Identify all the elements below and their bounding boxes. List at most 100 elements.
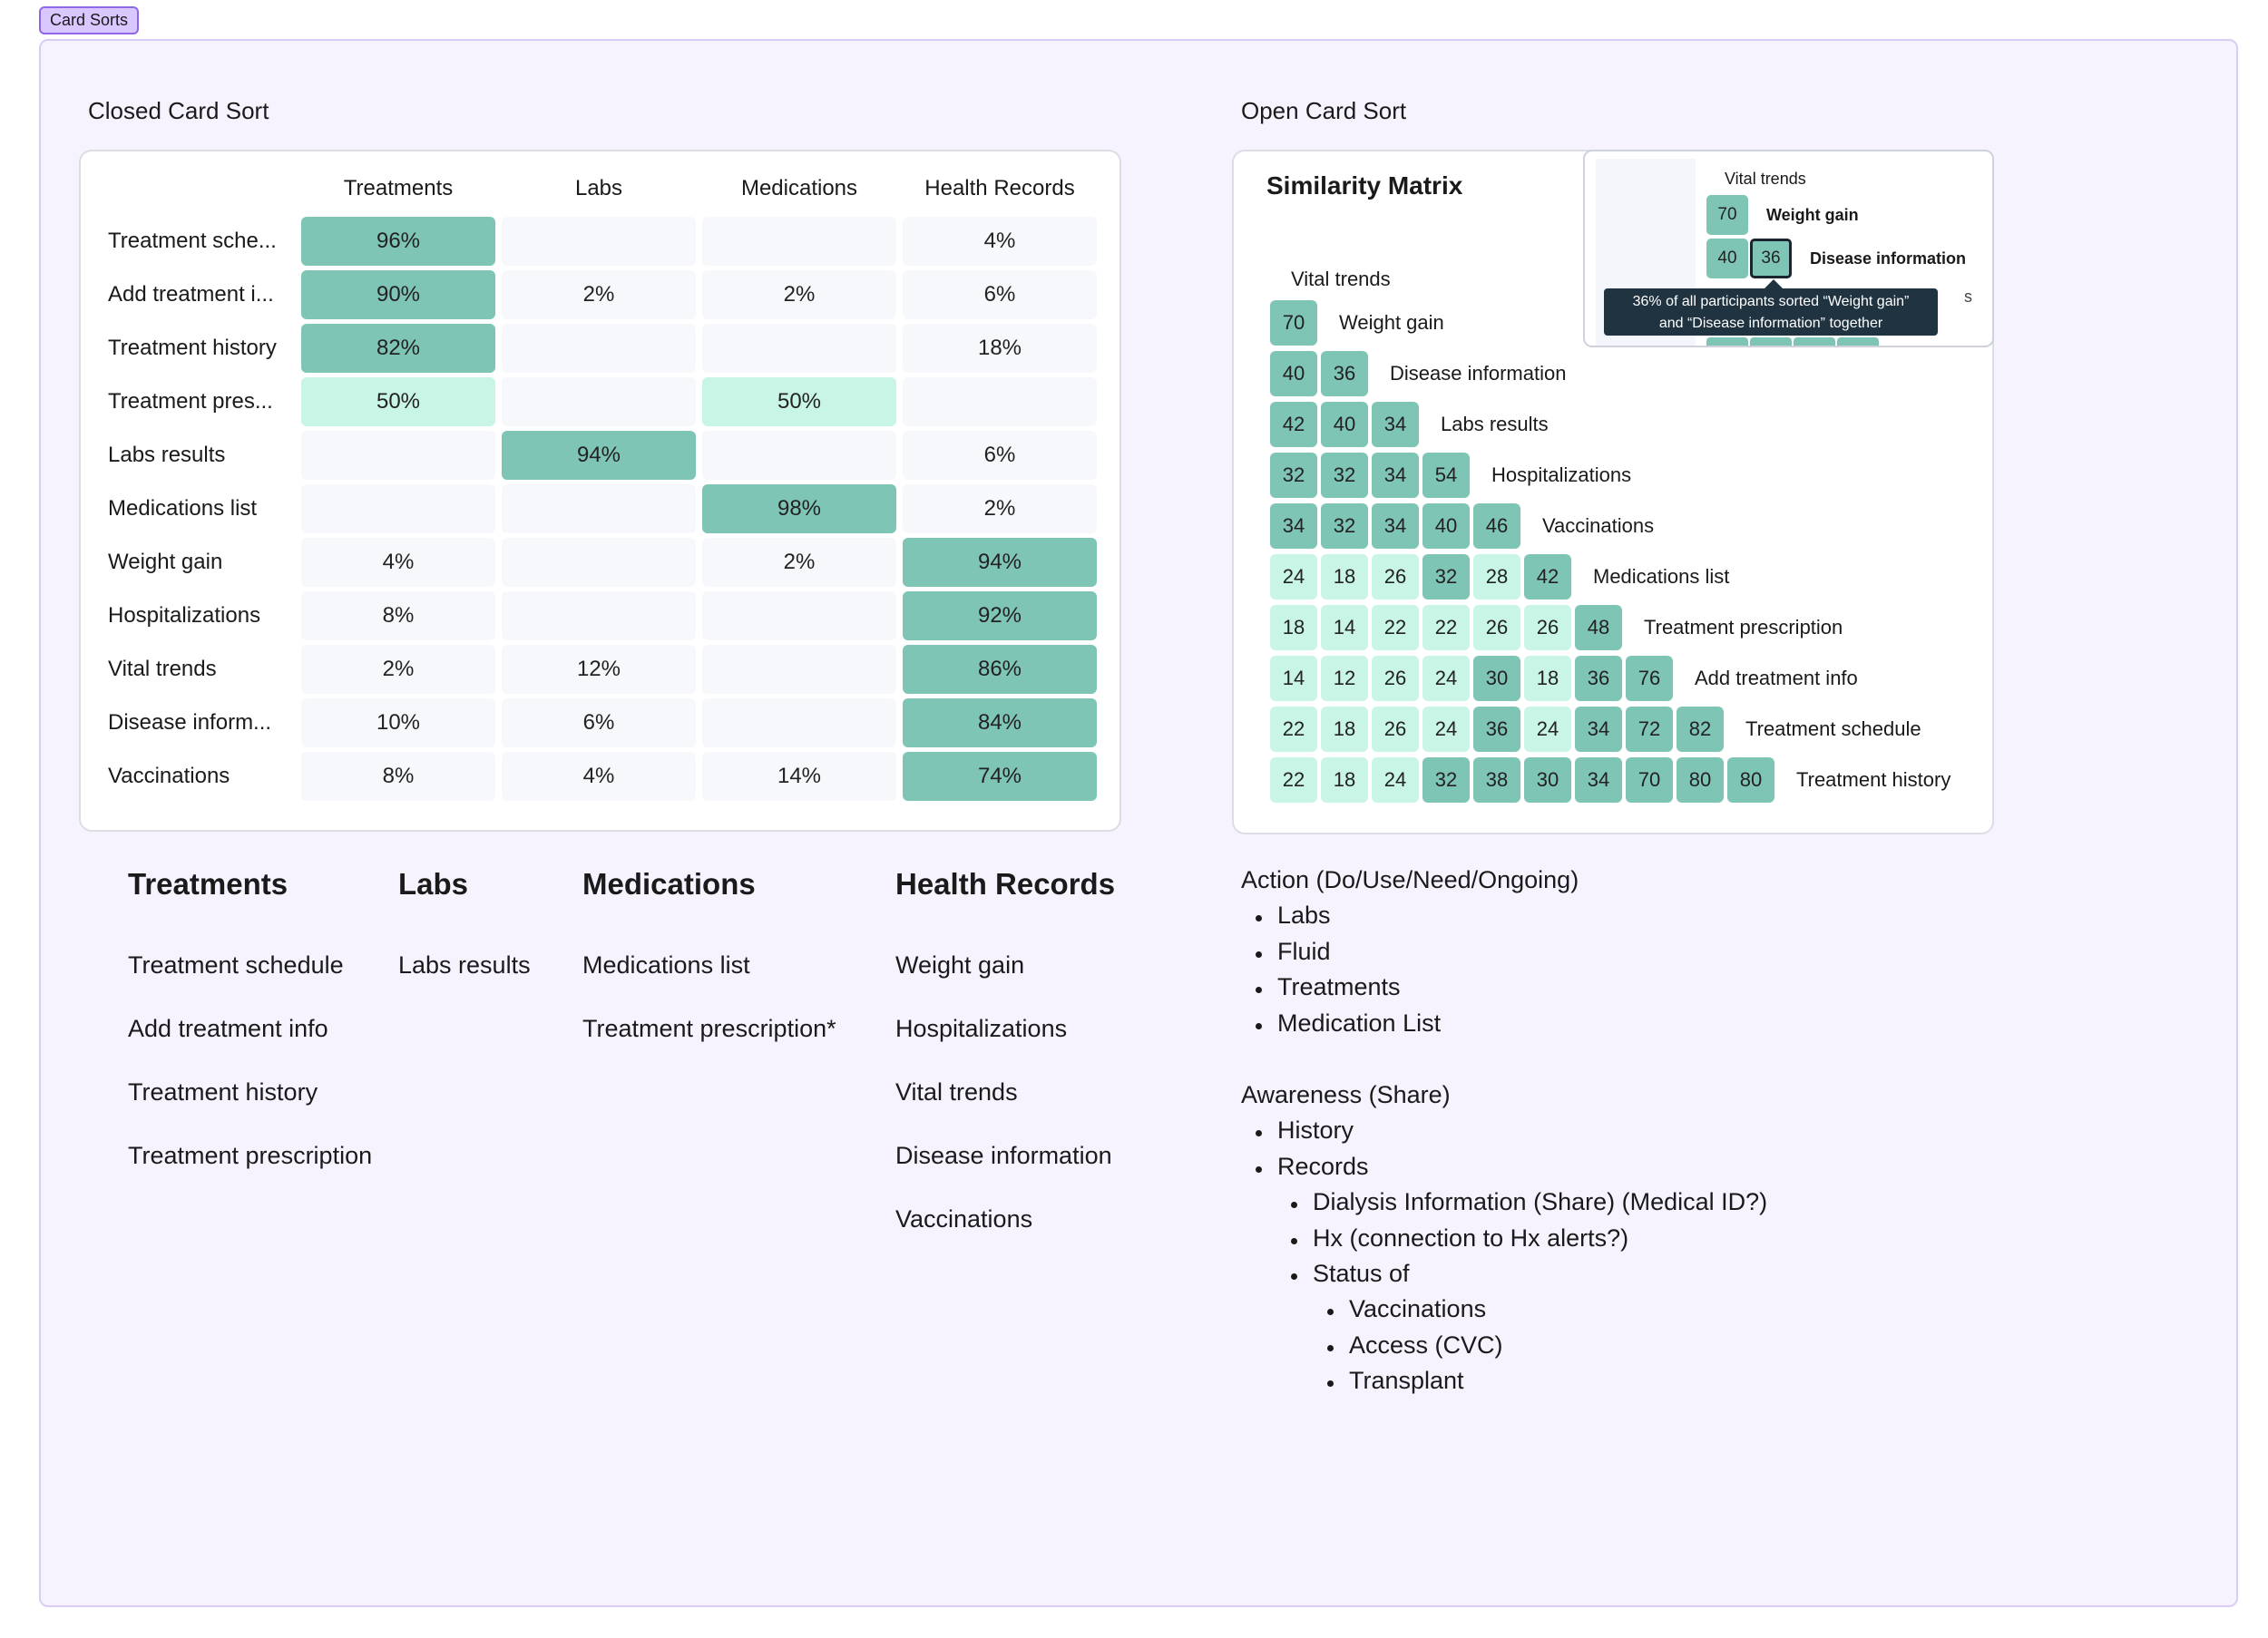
matrix-cell[interactable]: 72	[1626, 707, 1673, 752]
matrix-cell[interactable]: 32	[1321, 453, 1368, 498]
matrix-cell[interactable]: 22	[1372, 605, 1419, 650]
table-cell[interactable]: 8%	[301, 752, 495, 801]
matrix-cell[interactable]: 30	[1524, 757, 1571, 803]
matrix-cell[interactable]: 32	[1321, 503, 1368, 549]
matrix-cell[interactable]: 46	[1473, 503, 1520, 549]
table-cell[interactable]: 86%	[903, 645, 1097, 694]
matrix-cell[interactable]: 36	[1473, 707, 1520, 752]
table-cell[interactable]	[702, 324, 896, 373]
table-cell[interactable]: 12%	[502, 645, 696, 694]
matrix-cell[interactable]: 36	[1575, 656, 1622, 701]
table-cell[interactable]: 2%	[702, 538, 896, 587]
matrix-cell[interactable]: 38	[1473, 757, 1520, 803]
table-cell[interactable]: 94%	[903, 538, 1097, 587]
matrix-cell[interactable]: 42	[1270, 402, 1317, 447]
matrix-cell[interactable]: 40	[1422, 503, 1470, 549]
table-cell[interactable]: 92%	[903, 591, 1097, 640]
table-cell[interactable]	[502, 484, 696, 533]
table-cell[interactable]	[702, 217, 896, 266]
matrix-cell[interactable]: 18	[1321, 554, 1368, 600]
matrix-cell[interactable]: 40	[1321, 402, 1368, 447]
table-cell[interactable]: 2%	[502, 270, 696, 319]
table-cell[interactable]: 96%	[301, 217, 495, 266]
table-cell[interactable]: 4%	[502, 752, 696, 801]
matrix-cell[interactable]: 24	[1372, 757, 1419, 803]
matrix-cell[interactable]: 32	[1270, 453, 1317, 498]
table-cell[interactable]: 2%	[903, 484, 1097, 533]
matrix-cell[interactable]: 12	[1321, 656, 1368, 701]
table-cell[interactable]	[702, 591, 896, 640]
table-cell[interactable]	[702, 698, 896, 747]
table-cell[interactable]	[502, 324, 696, 373]
matrix-cell[interactable]: 34	[1575, 757, 1622, 803]
table-cell[interactable]: 10%	[301, 698, 495, 747]
table-cell[interactable]	[301, 484, 495, 533]
matrix-cell[interactable]: 26	[1372, 554, 1419, 600]
matrix-cell[interactable]: 18	[1321, 757, 1368, 803]
matrix-cell[interactable]: 34	[1270, 503, 1317, 549]
matrix-cell[interactable]: 14	[1270, 656, 1317, 701]
table-cell[interactable]: 84%	[903, 698, 1097, 747]
matrix-cell[interactable]: 28	[1473, 554, 1520, 600]
table-cell[interactable]: 2%	[702, 270, 896, 319]
matrix-cell[interactable]: 18	[1270, 605, 1317, 650]
table-cell[interactable]	[301, 431, 495, 480]
table-cell[interactable]: 82%	[301, 324, 495, 373]
table-cell[interactable]: 8%	[301, 591, 495, 640]
matrix-cell[interactable]: 40	[1270, 351, 1317, 396]
matrix-cell[interactable]: 26	[1524, 605, 1571, 650]
matrix-cell[interactable]: 18	[1321, 707, 1368, 752]
matrix-cell[interactable]: 32	[1422, 554, 1470, 600]
table-cell[interactable]	[502, 591, 696, 640]
matrix-cell[interactable]: 30	[1473, 656, 1520, 701]
table-cell[interactable]: 94%	[502, 431, 696, 480]
table-cell[interactable]: 14%	[702, 752, 896, 801]
matrix-cell[interactable]: 34	[1372, 402, 1419, 447]
table-cell[interactable]: 90%	[301, 270, 495, 319]
table-cell[interactable]: 50%	[702, 377, 896, 426]
table-cell[interactable]	[502, 377, 696, 426]
matrix-cell[interactable]: 24	[1422, 656, 1470, 701]
table-cell[interactable]	[903, 377, 1097, 426]
table-cell[interactable]: 98%	[702, 484, 896, 533]
matrix-cell[interactable]: 32	[1422, 757, 1470, 803]
zoom-cell[interactable]: 70	[1706, 195, 1748, 235]
matrix-cell[interactable]: 36	[1321, 351, 1368, 396]
frame-tag[interactable]: Card Sorts	[39, 6, 140, 34]
table-cell[interactable]: 4%	[301, 538, 495, 587]
zoom-cell-active[interactable]: 36	[1750, 239, 1792, 278]
table-cell[interactable]	[502, 217, 696, 266]
matrix-cell[interactable]: 54	[1422, 453, 1470, 498]
table-cell[interactable]: 2%	[301, 645, 495, 694]
matrix-cell[interactable]: 22	[1422, 605, 1470, 650]
matrix-cell[interactable]: 34	[1575, 707, 1622, 752]
table-cell[interactable]: 18%	[903, 324, 1097, 373]
table-cell[interactable]: 6%	[903, 270, 1097, 319]
table-cell[interactable]	[502, 538, 696, 587]
zoom-cell[interactable]: 40	[1706, 239, 1748, 278]
matrix-cell[interactable]: 22	[1270, 757, 1317, 803]
matrix-cell[interactable]: 34	[1372, 453, 1419, 498]
matrix-cell[interactable]: 24	[1270, 554, 1317, 600]
matrix-cell[interactable]: 18	[1524, 656, 1571, 701]
matrix-cell[interactable]: 26	[1473, 605, 1520, 650]
matrix-cell[interactable]: 26	[1372, 656, 1419, 701]
matrix-cell[interactable]: 48	[1575, 605, 1622, 650]
matrix-cell[interactable]: 82	[1677, 707, 1724, 752]
matrix-cell[interactable]: 80	[1677, 757, 1724, 803]
table-cell[interactable]: 6%	[903, 431, 1097, 480]
table-cell[interactable]: 50%	[301, 377, 495, 426]
matrix-cell[interactable]: 70	[1626, 757, 1673, 803]
table-cell[interactable]	[702, 645, 896, 694]
matrix-cell[interactable]: 42	[1524, 554, 1571, 600]
table-cell[interactable]	[702, 431, 896, 480]
matrix-cell[interactable]: 70	[1270, 300, 1317, 346]
matrix-cell[interactable]: 22	[1270, 707, 1317, 752]
matrix-cell[interactable]: 80	[1727, 757, 1774, 803]
matrix-cell[interactable]: 14	[1321, 605, 1368, 650]
matrix-cell[interactable]: 24	[1524, 707, 1571, 752]
matrix-cell[interactable]: 76	[1626, 656, 1673, 701]
table-cell[interactable]: 4%	[903, 217, 1097, 266]
table-cell[interactable]: 74%	[903, 752, 1097, 801]
matrix-cell[interactable]: 26	[1372, 707, 1419, 752]
